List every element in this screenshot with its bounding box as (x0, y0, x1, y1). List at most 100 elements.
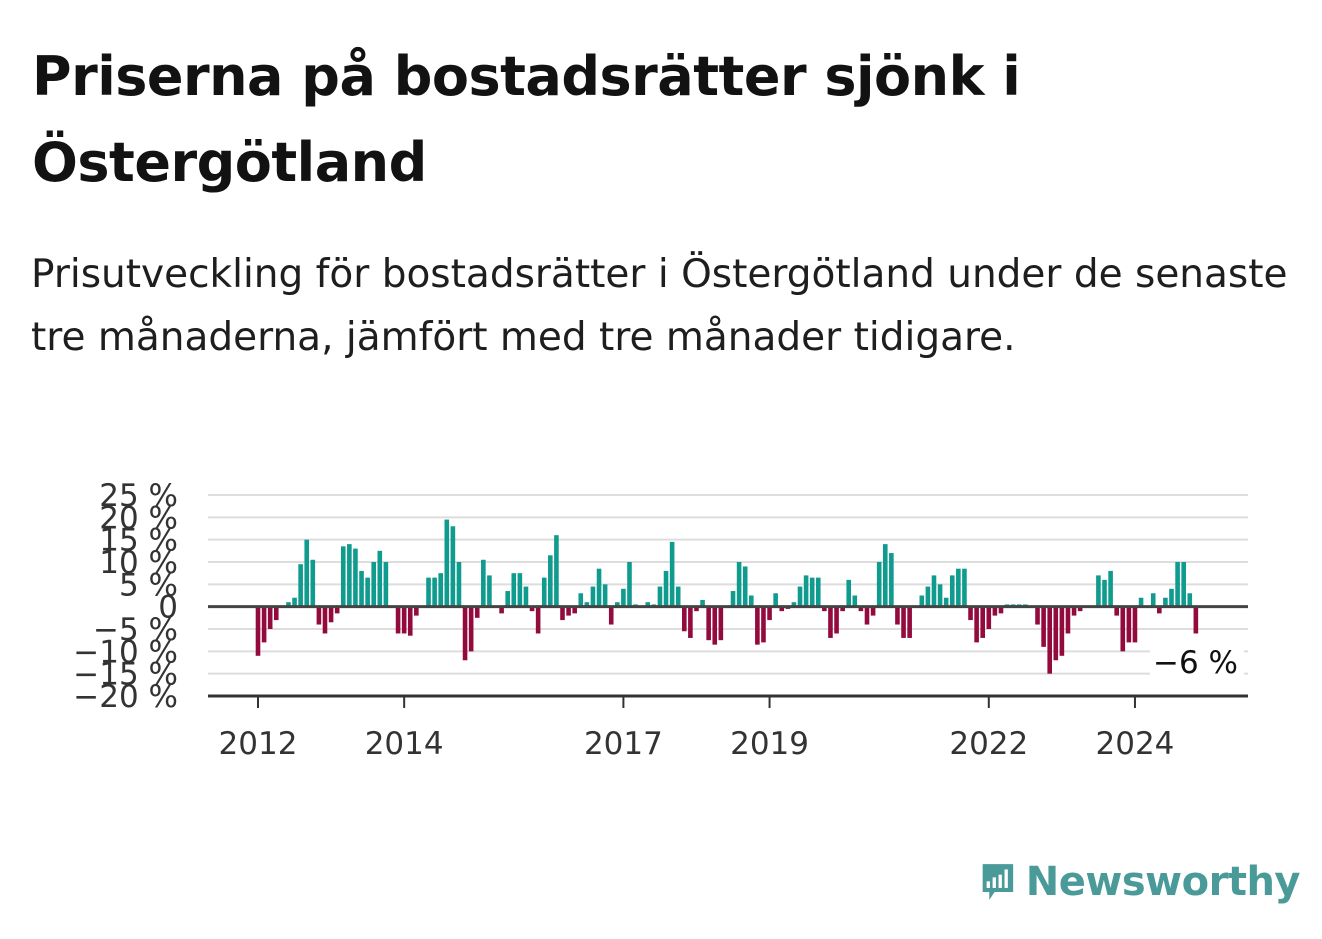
bar (718, 606, 724, 641)
bar (316, 606, 322, 625)
latest-value-label-background (1150, 643, 1244, 683)
y-tick-label: 15 % (99, 523, 178, 559)
chart-subtitle: Prisutveckling för bostadsrätter i Öster… (31, 252, 1288, 360)
x-tick-label: 2022 (949, 726, 1028, 762)
bar (828, 606, 833, 638)
bar (347, 544, 352, 607)
bar (359, 570, 364, 607)
bar (572, 606, 577, 614)
bar (852, 595, 858, 607)
bar (1047, 606, 1052, 674)
bar (487, 575, 492, 607)
bar (450, 526, 456, 607)
y-tick-label: −20 % (73, 679, 178, 715)
bar (541, 577, 547, 607)
y-tick-label: 20 % (99, 500, 178, 536)
y-tick-label: 10 % (99, 545, 178, 581)
bar (767, 606, 772, 621)
bar (602, 584, 608, 607)
x-axis-ticks: 2012 2014 2017 2019 2022 2024 (219, 696, 1174, 762)
bar (1181, 562, 1186, 607)
bar (615, 602, 620, 607)
bar (267, 606, 273, 629)
latest-value-label: −6 % (1153, 645, 1238, 681)
x-tick-label: 2017 (584, 726, 663, 762)
bar (468, 606, 474, 652)
bar (1175, 562, 1180, 607)
bar (340, 546, 346, 607)
bar (1053, 606, 1059, 661)
bar (791, 602, 797, 607)
bar (621, 588, 626, 607)
bar (870, 606, 876, 616)
bar (426, 577, 431, 607)
bar (736, 562, 742, 607)
bar (414, 606, 419, 616)
bar (456, 562, 462, 607)
bar (517, 573, 523, 607)
bar (310, 559, 316, 607)
bar (1065, 606, 1071, 634)
y-tick-label: −10 % (73, 634, 178, 670)
bar (255, 606, 261, 656)
bar (1041, 606, 1046, 647)
bar (371, 562, 377, 607)
bar (1114, 606, 1119, 616)
bar (809, 577, 815, 607)
bar (694, 606, 699, 612)
gridlines (208, 494, 1248, 675)
bar (876, 562, 882, 607)
bar (474, 606, 480, 618)
bar (645, 602, 651, 607)
bar (980, 606, 986, 638)
bar (1071, 606, 1077, 616)
bar (1150, 593, 1156, 607)
bar (974, 606, 979, 643)
bar (273, 606, 279, 621)
bar (901, 606, 906, 638)
bar (1132, 606, 1138, 643)
bar (292, 597, 297, 607)
bar (864, 606, 870, 625)
bar (578, 593, 584, 607)
bar (511, 573, 517, 607)
y-axis-ticks: 25 %20 %15 %10 %5 %0−5 %−10 %−15 %−20 % (73, 478, 178, 715)
y-tick-label: −15 % (73, 657, 178, 693)
bar (669, 541, 675, 607)
bar (1169, 588, 1174, 607)
bar (584, 602, 590, 607)
y-tick-label: 25 % (99, 478, 178, 514)
bar (535, 606, 541, 634)
bar (499, 606, 504, 614)
bar (286, 602, 291, 607)
chart-title: Priserna på bostadsrätter sjönk i Österg… (32, 45, 1021, 194)
bar (858, 606, 864, 612)
bar (943, 597, 949, 607)
bar (590, 586, 596, 607)
latest-value-label-group: −6 % (1150, 643, 1244, 683)
bar (1059, 606, 1065, 656)
y-tick-label: −5 % (93, 612, 178, 648)
bar (462, 606, 468, 661)
bar (755, 606, 760, 645)
bar (700, 599, 705, 607)
brand-name: Newsworthy (1025, 859, 1301, 905)
bar (675, 586, 681, 607)
bar (334, 606, 340, 614)
x-tick-label: 2019 (730, 726, 809, 762)
bar (1157, 606, 1162, 614)
bar (986, 606, 992, 629)
bar (937, 584, 943, 607)
bar (919, 595, 925, 607)
bar (395, 606, 401, 634)
bar (377, 550, 383, 607)
bar (840, 606, 845, 612)
bar (773, 593, 778, 607)
bar (383, 562, 389, 607)
bar (907, 606, 912, 638)
bar (748, 595, 754, 607)
bar (706, 606, 711, 641)
bar (815, 577, 821, 607)
bar (834, 606, 839, 634)
bar (529, 606, 535, 612)
